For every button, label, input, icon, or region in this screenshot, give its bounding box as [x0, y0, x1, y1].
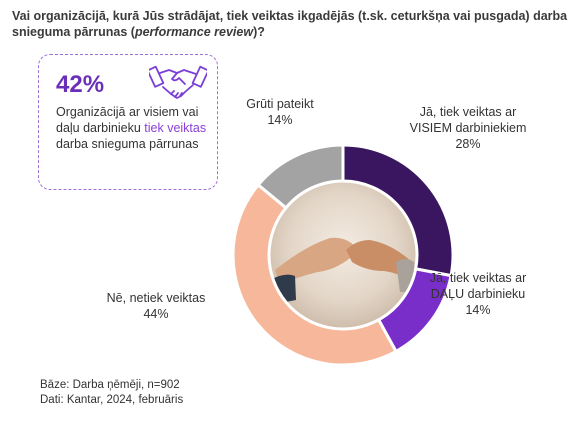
slice-label-1: Jā, tiek veiktas ar DAĻU darbinieku 14%	[398, 270, 558, 318]
question-title: Vai organizācijā, kurā Jūs strādājat, ti…	[12, 8, 577, 40]
slice-category-label: DAĻU darbinieku	[430, 287, 526, 301]
callout-percent: 42%	[56, 71, 105, 98]
question-end: )?	[253, 25, 265, 39]
callout-highlight: tiek veiktas	[144, 121, 207, 135]
slice-category-label: Nē, netiek veiktas	[106, 291, 206, 305]
callout-text-b: darba snieguma pārrunas	[56, 137, 199, 151]
handshake-icon	[149, 65, 207, 99]
callout-text-a: Organizācijā ar visiem vai daļu darbinie…	[56, 105, 199, 135]
footer: Bāze: Darba ņēmēji, n=902 Dati: Kantar, …	[40, 378, 183, 408]
question-text: Vai organizācijā, kurā Jūs strādājat, ti…	[12, 9, 568, 39]
slice-category-label: Jā, tiek veiktas ar	[419, 105, 517, 119]
callout-text: Organizācijā ar visiem vai daļu darbinie…	[56, 104, 216, 152]
slice-category-label: Jā, tiek veiktas ar	[429, 271, 527, 285]
slice-label-0: Jā, tiek veiktas ar VISIEM darbiniekiem 28…	[388, 104, 548, 152]
donut-slice-2	[231, 182, 399, 367]
summary-callout: 42% Organizācijā ar visiem vai daļu darb…	[38, 54, 218, 190]
donut-slice-3	[256, 143, 345, 210]
slice-category-label: VISIEM darbiniekiem	[409, 121, 527, 135]
slice-label-3: Grūti pateikt 14%	[200, 96, 360, 128]
footer-source: Dati: Kantar, 2024, februāris	[40, 394, 184, 406]
question-italic: performance review	[134, 25, 254, 39]
footer-base: Bāze: Darba ņēmēji, n=902	[40, 379, 180, 391]
slice-value-label: 28%	[455, 137, 481, 151]
slice-label-2: Nē, netiek veiktas 44%	[76, 290, 236, 322]
slice-category-label: Grūti pateikt	[246, 97, 314, 111]
slice-value-label: 14%	[465, 303, 491, 317]
slice-value-label: 14%	[267, 113, 293, 127]
slice-value-label: 44%	[143, 307, 169, 321]
